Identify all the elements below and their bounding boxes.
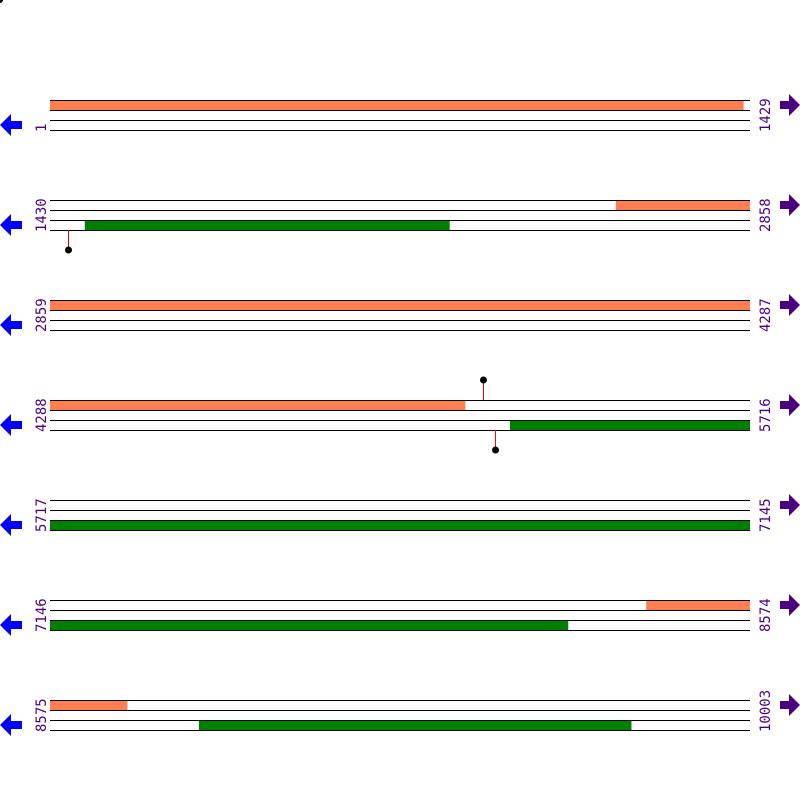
- arrow-left-icon[interactable]: [0, 514, 22, 536]
- arrow-right-icon[interactable]: [780, 94, 800, 116]
- top-strand-feature: [50, 300, 750, 310]
- arrow-right-icon[interactable]: [780, 594, 800, 616]
- row-end-label: 1429: [758, 98, 774, 132]
- sequence-row: 8575 10003: [0, 690, 800, 736]
- arrow-left-icon[interactable]: [0, 614, 22, 636]
- top-strand-feature: [50, 400, 466, 410]
- arrow-right-icon[interactable]: [780, 194, 800, 216]
- bottom-strand-feature: [198, 720, 632, 730]
- row-end-label: 8574: [758, 598, 774, 632]
- sequence-row: 1430 2858: [0, 194, 800, 254]
- arrow-left-icon[interactable]: [0, 214, 22, 236]
- bottom-strand-feature: [84, 220, 450, 230]
- arrow-left-icon[interactable]: [0, 714, 22, 736]
- bottom-strand-feature: [509, 420, 750, 430]
- top-strand-feature: [50, 100, 744, 110]
- arrow-right-icon[interactable]: [780, 694, 800, 716]
- row-start-label: 8575: [34, 698, 50, 732]
- arrow-right-icon[interactable]: [780, 294, 800, 316]
- arrow-right-icon[interactable]: [780, 394, 800, 416]
- row-end-label: 2858: [758, 198, 774, 232]
- marker-dot: [0, 0, 3, 3]
- row-end-label: 4287: [758, 298, 774, 332]
- arrow-left-icon[interactable]: [0, 114, 22, 136]
- row-end-label: 10003: [758, 690, 774, 732]
- arrow-left-icon[interactable]: [0, 414, 22, 436]
- top-strand-feature: [50, 700, 128, 710]
- arrow-right-icon[interactable]: [780, 494, 800, 516]
- arrow-left-icon[interactable]: [0, 314, 22, 336]
- bottom-strand-feature: [50, 520, 750, 530]
- row-start-label: 1430: [34, 198, 50, 232]
- sequence-row: 7146 8574: [0, 594, 800, 636]
- top-strand-feature: [615, 200, 750, 210]
- row-end-label: 7145: [758, 498, 774, 532]
- row-start-label: 1: [34, 124, 50, 132]
- row-start-label: 5717: [34, 498, 50, 532]
- row-start-label: 4288: [34, 398, 50, 432]
- row-end-label: 5716: [758, 398, 774, 432]
- marker-dot: [492, 446, 499, 454]
- sequence-row: 2859 4287: [0, 294, 800, 336]
- row-start-label: 2859: [34, 298, 50, 332]
- sequence-row: 5717 7145: [0, 494, 800, 536]
- sequence-row: 1 1429: [0, 94, 800, 136]
- marker-dot: [65, 246, 72, 254]
- top-strand-feature: [646, 600, 750, 610]
- marker-dot: [480, 376, 487, 384]
- bottom-strand-feature: [50, 620, 569, 630]
- sequence-row: 4288 5716: [0, 376, 800, 454]
- row-start-label: 7146: [34, 598, 50, 632]
